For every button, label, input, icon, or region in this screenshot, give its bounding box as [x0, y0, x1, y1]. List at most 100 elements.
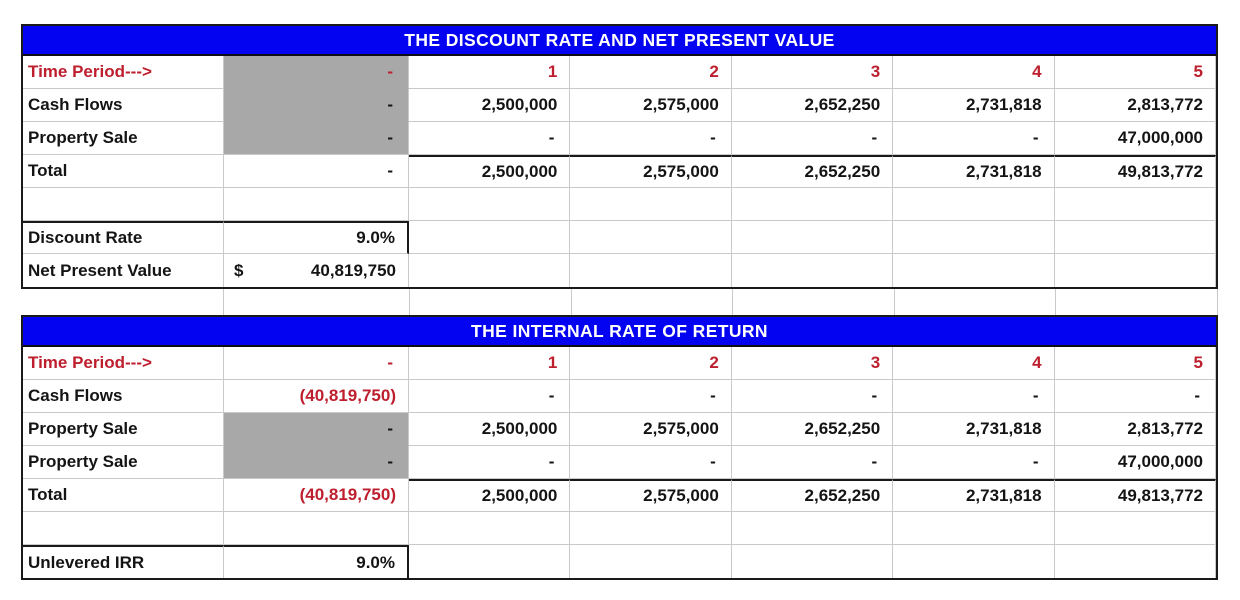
- table-cell[interactable]: [224, 512, 409, 545]
- table-cell[interactable]: [893, 188, 1055, 221]
- table-cell[interactable]: -: [731, 446, 894, 479]
- table-cell[interactable]: -: [570, 122, 732, 155]
- table-cell[interactable]: [224, 188, 409, 221]
- table-cell[interactable]: -: [224, 122, 409, 155]
- table-cell[interactable]: 9.0%: [224, 545, 409, 578]
- row-label[interactable]: Total: [23, 479, 224, 512]
- table-cell[interactable]: (40,819,750): [224, 380, 409, 413]
- table-cell[interactable]: 3: [731, 56, 894, 89]
- table-cell[interactable]: [731, 188, 894, 221]
- table-cell[interactable]: 2,500,000: [409, 479, 571, 512]
- table-cell[interactable]: 2,813,772: [1054, 413, 1216, 446]
- table-cell[interactable]: -: [224, 413, 409, 446]
- table-cell[interactable]: [1054, 221, 1216, 254]
- table-cell[interactable]: 2: [570, 347, 732, 380]
- table-cell[interactable]: -: [570, 380, 732, 413]
- row-label[interactable]: [23, 512, 224, 545]
- table-cell[interactable]: 2,575,000: [570, 479, 732, 512]
- table-cell[interactable]: -: [1054, 380, 1216, 413]
- table-cell[interactable]: 2,575,000: [570, 155, 732, 188]
- table-cell[interactable]: [409, 188, 571, 221]
- table-cell[interactable]: [21, 289, 224, 315]
- table-cell[interactable]: [410, 289, 572, 315]
- table-cell[interactable]: -: [893, 380, 1055, 413]
- table-cell[interactable]: 2: [570, 56, 732, 89]
- row-label[interactable]: Property Sale: [23, 122, 224, 155]
- table-cell[interactable]: 5: [1054, 56, 1216, 89]
- table-cell[interactable]: 47,000,000: [1054, 446, 1216, 479]
- table-cell[interactable]: [1055, 254, 1216, 287]
- table-cell[interactable]: 2,500,000: [409, 413, 571, 446]
- table-cell[interactable]: -: [224, 56, 409, 89]
- table-cell[interactable]: -: [893, 122, 1055, 155]
- table-cell[interactable]: -: [731, 380, 894, 413]
- row-label[interactable]: Cash Flows: [23, 89, 224, 122]
- table-cell[interactable]: 2,500,000: [409, 155, 571, 188]
- table-cell[interactable]: [731, 221, 894, 254]
- table-cell[interactable]: [570, 545, 732, 578]
- table-cell[interactable]: -: [224, 155, 409, 188]
- table-cell[interactable]: [570, 512, 732, 545]
- table-cell[interactable]: 2,731,818: [893, 479, 1055, 512]
- table-cell[interactable]: -: [409, 380, 571, 413]
- row-label[interactable]: Property Sale: [23, 446, 224, 479]
- table-cell[interactable]: -: [409, 446, 571, 479]
- table-cell[interactable]: [1055, 545, 1216, 578]
- table-cell[interactable]: 2,731,818: [893, 413, 1055, 446]
- table-cell[interactable]: [731, 512, 894, 545]
- row-label[interactable]: Net Present Value: [23, 254, 224, 287]
- table-cell[interactable]: [893, 221, 1055, 254]
- table-cell[interactable]: [224, 289, 410, 315]
- table-cell[interactable]: 2,575,000: [570, 89, 732, 122]
- row-label[interactable]: Total: [23, 155, 224, 188]
- table-cell[interactable]: 1: [409, 56, 571, 89]
- table-cell[interactable]: 2,652,250: [731, 155, 894, 188]
- table-cell[interactable]: -: [893, 446, 1055, 479]
- table-cell[interactable]: [1054, 512, 1216, 545]
- row-label[interactable]: Property Sale: [23, 413, 224, 446]
- table-cell[interactable]: $40,819,750: [224, 254, 409, 287]
- table-cell[interactable]: [570, 188, 732, 221]
- table-cell[interactable]: -: [224, 347, 409, 380]
- table-cell[interactable]: 2,652,250: [731, 89, 894, 122]
- row-label[interactable]: Unlevered IRR: [23, 545, 224, 578]
- table-cell[interactable]: -: [570, 446, 732, 479]
- table-cell[interactable]: 49,813,772: [1054, 155, 1216, 188]
- table-cell[interactable]: 1: [409, 347, 571, 380]
- table-cell[interactable]: 9.0%: [224, 221, 409, 254]
- table-cell[interactable]: 5: [1054, 347, 1216, 380]
- table-cell[interactable]: [1056, 289, 1218, 315]
- table-cell[interactable]: [409, 221, 571, 254]
- table-cell[interactable]: [409, 512, 571, 545]
- table-cell[interactable]: 3: [731, 347, 894, 380]
- table-cell[interactable]: [895, 289, 1057, 315]
- table-cell[interactable]: [409, 545, 571, 578]
- table-cell[interactable]: -: [731, 122, 894, 155]
- table-cell[interactable]: 4: [893, 56, 1055, 89]
- table-cell[interactable]: [893, 545, 1055, 578]
- table-cell[interactable]: [572, 289, 734, 315]
- table-cell[interactable]: [570, 254, 732, 287]
- table-cell[interactable]: [893, 254, 1055, 287]
- table-cell[interactable]: 2,813,772: [1054, 89, 1216, 122]
- table-cell[interactable]: [570, 221, 732, 254]
- table-cell[interactable]: 2,731,818: [893, 89, 1055, 122]
- table-cell[interactable]: -: [224, 89, 409, 122]
- table-cell[interactable]: 2,575,000: [570, 413, 732, 446]
- table-cell[interactable]: 49,813,772: [1054, 479, 1216, 512]
- table-cell[interactable]: [409, 254, 571, 287]
- table-cell[interactable]: 2,652,250: [731, 479, 894, 512]
- row-label[interactable]: [23, 188, 224, 221]
- row-label[interactable]: Cash Flows: [23, 380, 224, 413]
- table-cell[interactable]: -: [409, 122, 571, 155]
- table-cell[interactable]: -: [224, 446, 409, 479]
- row-label[interactable]: Discount Rate: [23, 221, 224, 254]
- table-cell[interactable]: [732, 254, 894, 287]
- table-cell[interactable]: [1054, 188, 1216, 221]
- row-label[interactable]: Time Period--->: [23, 347, 224, 380]
- table-cell[interactable]: (40,819,750): [224, 479, 409, 512]
- table-cell[interactable]: 2,652,250: [731, 413, 894, 446]
- row-label[interactable]: Time Period--->: [23, 56, 224, 89]
- table-cell[interactable]: 2,500,000: [409, 89, 571, 122]
- table-cell[interactable]: 4: [893, 347, 1055, 380]
